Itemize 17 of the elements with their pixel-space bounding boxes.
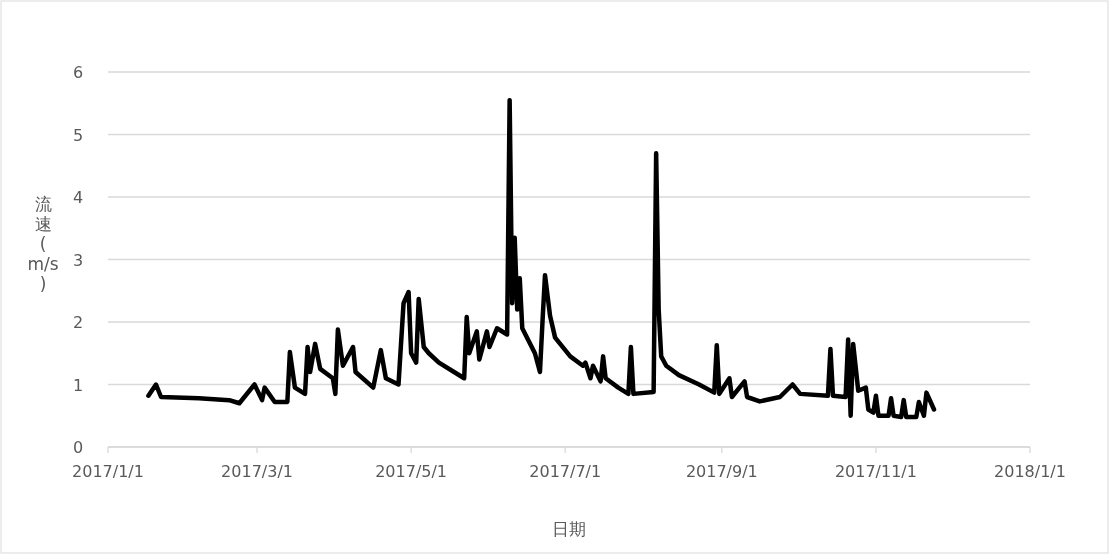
y-tick-label: 1	[72, 375, 84, 395]
x-tick-label: 2018/1/1	[994, 462, 1066, 481]
y-tick-label: 5	[72, 125, 84, 145]
x-tick-label: 2017/7/1	[529, 462, 602, 481]
y-tick-label: 2	[72, 313, 84, 332]
x-tick-label: 2017/11/1	[834, 462, 917, 481]
line-series	[146, 97, 937, 420]
x-tick-label: 2017/5/1	[375, 462, 448, 481]
x-tick-label: 2017/9/1	[685, 462, 758, 481]
y-tick-label: 3	[72, 250, 84, 270]
y-tick-label: 4	[72, 188, 84, 207]
y-tick-label: 6	[72, 63, 84, 82]
y-tick-label: 0	[72, 438, 84, 457]
x-tick-label: 2017/1/1	[72, 462, 144, 481]
x-axis-title: 日期	[552, 519, 586, 539]
x-tick-label: 2017/3/1	[221, 462, 293, 481]
y-axis-title: 流速(m/s)	[27, 194, 59, 294]
